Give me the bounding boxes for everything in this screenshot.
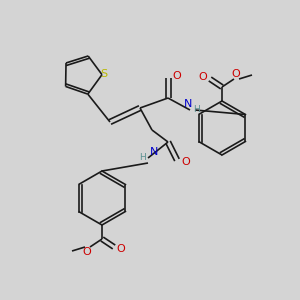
- Text: O: O: [82, 247, 91, 257]
- Text: N: N: [184, 99, 192, 109]
- Text: O: O: [117, 244, 125, 254]
- Text: O: O: [232, 69, 240, 79]
- Text: O: O: [199, 72, 207, 82]
- Text: O: O: [182, 157, 190, 167]
- Text: H: H: [140, 152, 146, 161]
- Text: H: H: [194, 106, 200, 115]
- Text: N: N: [150, 147, 158, 157]
- Text: O: O: [172, 71, 182, 81]
- Text: S: S: [100, 69, 108, 79]
